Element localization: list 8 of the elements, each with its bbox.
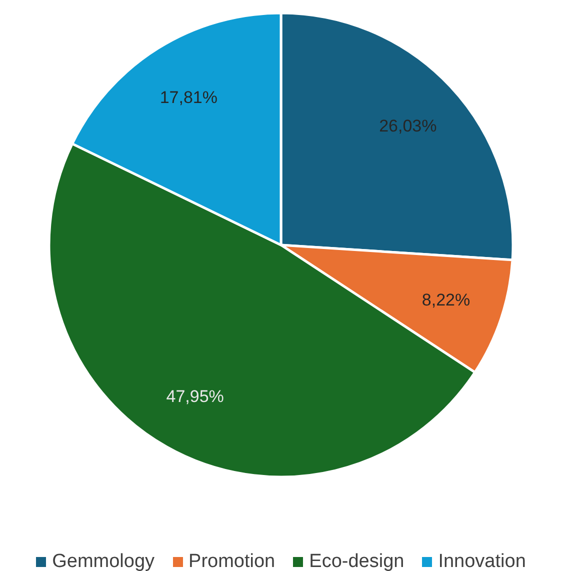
legend-label: Gemmology bbox=[52, 551, 155, 571]
data-label: 26,03% bbox=[379, 116, 437, 136]
data-label: 47,95% bbox=[166, 386, 224, 406]
legend-label: Promotion bbox=[188, 551, 276, 571]
data-label: 17,81% bbox=[160, 88, 218, 108]
legend-label: Eco-design bbox=[309, 551, 404, 571]
legend-label: Innovation bbox=[438, 551, 526, 571]
data-label: 8,22% bbox=[422, 290, 470, 310]
